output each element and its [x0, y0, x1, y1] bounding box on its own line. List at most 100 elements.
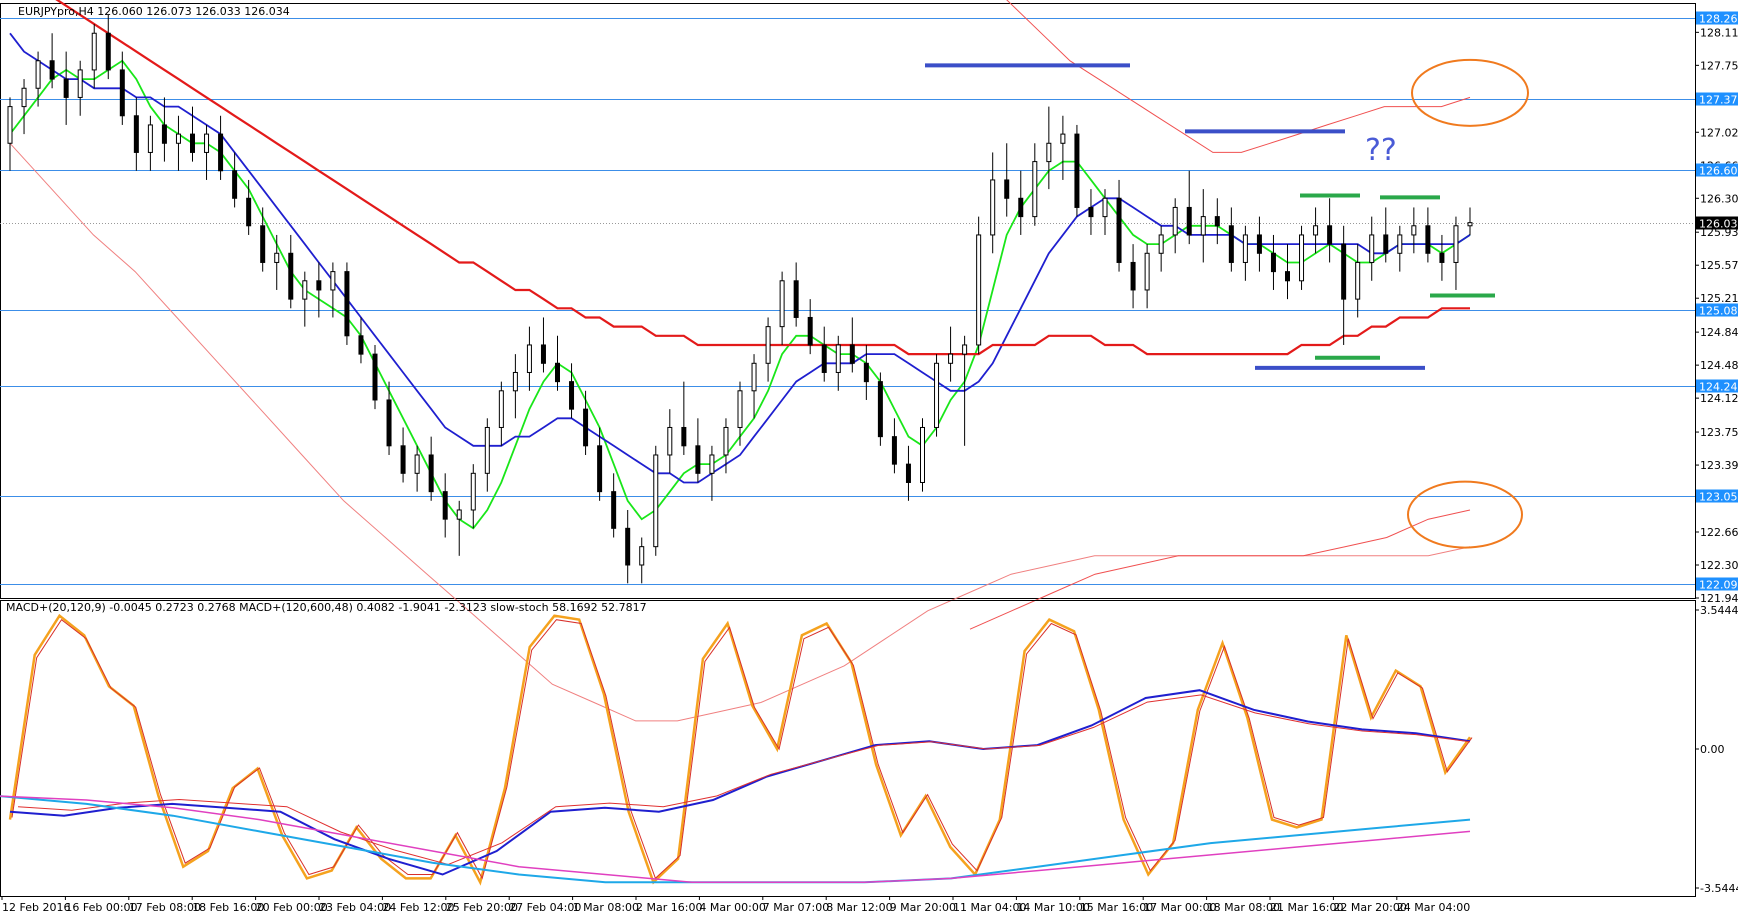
x-tick-label: 25 Feb 20:00	[446, 901, 518, 914]
candle-body	[737, 390, 743, 428]
candle-body	[456, 509, 462, 520]
lower-envelope-line	[969, 509, 1471, 630]
candle-body	[990, 179, 996, 236]
price-tick-label: 127.750	[1700, 59, 1738, 72]
candle-body	[723, 426, 729, 456]
candle-body	[302, 280, 308, 300]
candle-body	[1285, 271, 1290, 282]
level-label-bg	[1696, 303, 1738, 317]
candle-body	[77, 69, 83, 98]
x-tick-label: 7 Mar 07:00	[763, 901, 829, 914]
macd-slow-line	[0, 795, 1471, 884]
x-tick-label: 17 Feb 08:00	[129, 901, 201, 914]
candle-body	[1074, 133, 1080, 208]
candle-body	[218, 133, 224, 172]
x-tick-label: 15 Mar 16:00	[1080, 901, 1153, 914]
x-tick-label: 21 Mar 16:00	[1270, 901, 1343, 914]
candle-body	[583, 408, 589, 447]
level-label-bg	[1696, 11, 1738, 25]
candle-body	[905, 463, 911, 483]
candle-body	[681, 426, 687, 447]
candle-body	[1341, 243, 1347, 300]
current-price-label: 126.034	[1699, 218, 1738, 231]
x-tick-label: 27 Feb 04:00	[509, 901, 581, 914]
price-tick-label: 123.390	[1700, 459, 1738, 472]
candle-body	[653, 454, 659, 548]
indicator-tick-label: 0.00	[1700, 743, 1725, 756]
candle-body	[1355, 261, 1361, 300]
candle-body	[1228, 225, 1234, 263]
indicator-panel: 3.5444 0.00 -3.5444	[0, 600, 1738, 897]
candle-body	[835, 344, 841, 373]
candle-body	[1270, 252, 1276, 273]
level-label: 125.081	[1699, 305, 1738, 318]
annotation-ellipse-bottom	[1407, 480, 1523, 549]
candle-body	[91, 32, 97, 71]
candle-body	[35, 60, 41, 89]
x-tick-label: 24 Mar 04:00	[1397, 901, 1470, 914]
stoch-main-line	[8, 613, 1472, 886]
x-tick-label: 11 Mar 04:00	[953, 901, 1026, 914]
candle-body	[1200, 216, 1206, 236]
level-label-bg	[1696, 163, 1738, 177]
candle-body	[751, 362, 757, 392]
candle-body	[175, 133, 181, 144]
stoch-signal-line	[11, 618, 1473, 880]
level-label-bg	[1696, 92, 1738, 106]
candle-body	[793, 280, 799, 318]
price-tick-label: 124.480	[1700, 359, 1738, 372]
candle-body	[1158, 234, 1164, 254]
x-tick-label: 2 Mar 16:00	[636, 901, 702, 914]
indicator-tick-label: 3.5444	[1700, 604, 1738, 617]
candle-body	[1144, 252, 1150, 291]
price-tick-label: 126.300	[1700, 192, 1738, 205]
level-label-bg	[1696, 489, 1738, 503]
candle-body	[1397, 234, 1403, 254]
candle-body	[1060, 133, 1066, 144]
level-label: 126.605	[1699, 165, 1738, 178]
x-tick-label: 14 Mar 10:00	[1016, 901, 1089, 914]
candle-body	[1411, 225, 1417, 236]
candle-body	[442, 491, 448, 520]
candle-body	[358, 335, 364, 355]
candle-body	[246, 197, 252, 227]
candle-body	[512, 371, 518, 392]
level-label: 122.095	[1699, 579, 1738, 592]
x-tick-label: 1 Mar 08:00	[573, 901, 639, 914]
candle-body	[849, 344, 855, 364]
candle-body	[1383, 234, 1389, 254]
upper-envelope-line	[1006, 0, 1471, 153]
candle-body	[133, 115, 139, 153]
candle-body	[863, 362, 869, 383]
annotation-ellipse-top	[1411, 58, 1529, 127]
price-tick-label: 127.020	[1700, 126, 1738, 139]
candle-body	[147, 124, 153, 153]
candle-body	[934, 362, 940, 428]
candle-body	[1439, 252, 1445, 263]
candle-body	[161, 124, 167, 144]
level-label: 124.248	[1699, 381, 1738, 394]
price-tick-label: 124.120	[1700, 392, 1738, 405]
x-tick-label: 18 Feb 16:00	[192, 901, 264, 914]
candle-body	[1425, 225, 1431, 254]
price-tick-label: 121.940	[1700, 592, 1738, 605]
candle-body	[709, 454, 715, 474]
current-price-bg	[1696, 216, 1738, 230]
candle-body	[555, 362, 560, 383]
candle-body	[667, 426, 673, 456]
candle-body	[470, 472, 476, 511]
x-tick-label: 8 Mar 12:00	[826, 901, 892, 914]
price-tick-label: 128.110	[1700, 26, 1738, 39]
candle-body	[765, 326, 771, 364]
candle-body	[1256, 234, 1262, 254]
indicator-header: MACD+(20,120,9) -0.0045 0.2723 0.2768 MA…	[6, 601, 647, 614]
candle-body	[1130, 261, 1136, 291]
series-line-1	[9, 32, 1471, 484]
x-tick-label: 22 Mar 20:00	[1333, 901, 1406, 914]
candle-body	[1369, 234, 1375, 263]
price-header: EURJPYpro,H4 126.060 126.073 126.033 126…	[18, 5, 290, 18]
candle-body	[232, 170, 238, 199]
candle-body	[569, 381, 575, 410]
candle-body	[372, 353, 378, 401]
